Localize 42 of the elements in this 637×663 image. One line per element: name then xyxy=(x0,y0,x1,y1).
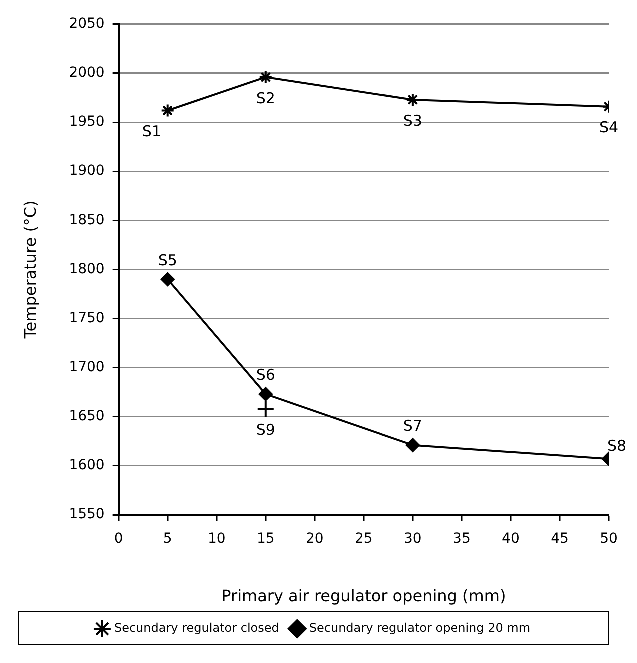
x-tick-label: 45 xyxy=(551,531,569,548)
point xyxy=(258,387,273,402)
annotation: S2 xyxy=(256,89,276,108)
legend-label: Secundary regulator opening 20 mm xyxy=(309,621,531,636)
point xyxy=(256,400,275,418)
x-tick-label: 0 xyxy=(114,531,124,548)
annotation: S7 xyxy=(403,417,422,436)
x-tick-label: 10 xyxy=(208,531,226,548)
x-tick-label: 15 xyxy=(256,531,275,548)
y-tick-label: 1750 xyxy=(69,310,105,326)
y-tick-label: 1950 xyxy=(69,114,105,130)
point xyxy=(406,92,420,107)
y-tick-label: 1600 xyxy=(69,458,105,474)
point xyxy=(160,272,175,287)
x-tick-label: 40 xyxy=(502,531,520,548)
y-tick-label: 1900 xyxy=(69,163,105,180)
point xyxy=(406,438,420,452)
annotation: S3 xyxy=(403,112,422,130)
y-axis-title: Temperature (°C) xyxy=(20,200,40,340)
point xyxy=(160,104,175,118)
y-tick-label: 2000 xyxy=(69,65,105,82)
annotation: S4 xyxy=(599,118,619,137)
x-axis-title: Primary air regulator opening (mm) xyxy=(222,586,506,606)
y-tick-label: 1850 xyxy=(69,212,105,228)
annotation: S9 xyxy=(256,420,276,439)
y-tick-label: 1650 xyxy=(69,408,105,425)
y-tick-label: 2050 xyxy=(69,16,105,32)
annotation: S1 xyxy=(142,122,162,141)
x-tick-label: 20 xyxy=(306,531,324,548)
x-tick-label: 25 xyxy=(355,531,373,548)
y-tick-label: 1800 xyxy=(69,261,105,278)
annotation: S5 xyxy=(158,251,178,270)
y-tick-label: 1550 xyxy=(69,506,105,523)
x-tick-label: 30 xyxy=(404,531,422,548)
annotation: S6 xyxy=(256,366,276,384)
annotation: S8 xyxy=(607,436,627,455)
y-tick-label: 1700 xyxy=(69,359,105,376)
legend-label: Secundary regulator closed xyxy=(114,621,280,636)
x-tick-label: 35 xyxy=(453,531,471,548)
x-tick-label: 50 xyxy=(600,531,618,548)
point xyxy=(258,70,273,84)
x-tick-label: 5 xyxy=(163,531,172,548)
